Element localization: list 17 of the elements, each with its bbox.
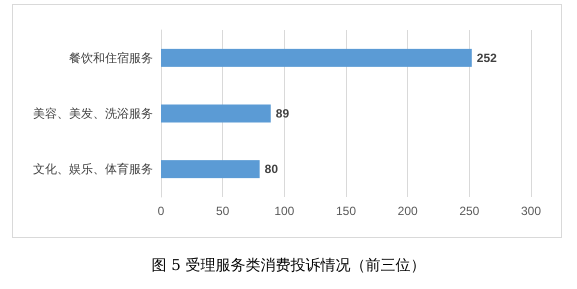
x-tick-label: 150 bbox=[336, 204, 356, 218]
x-tick-label: 50 bbox=[216, 204, 230, 218]
text: 图 5 受理服务类消费投诉情况（前三位） bbox=[150, 256, 427, 275]
bar bbox=[161, 48, 472, 67]
x-tick-label: 0 bbox=[158, 204, 165, 218]
x-tick-label: 200 bbox=[398, 204, 418, 218]
y-tick-label: 美容、美发、洗浴服务 bbox=[33, 106, 153, 120]
data-label: 80 bbox=[264, 162, 278, 176]
y-tick-label: 餐饮和住宿服务 bbox=[69, 50, 153, 65]
y-tick-label: 文化、娱乐、体育服务 bbox=[33, 162, 153, 176]
x-tick-label: 100 bbox=[274, 204, 295, 218]
bar bbox=[161, 104, 271, 122]
bar bbox=[161, 160, 260, 178]
x-tick-label: 250 bbox=[459, 204, 480, 218]
x-tick-label: 300 bbox=[520, 204, 542, 218]
data-label: 252 bbox=[476, 50, 498, 65]
data-label: 89 bbox=[276, 106, 290, 120]
